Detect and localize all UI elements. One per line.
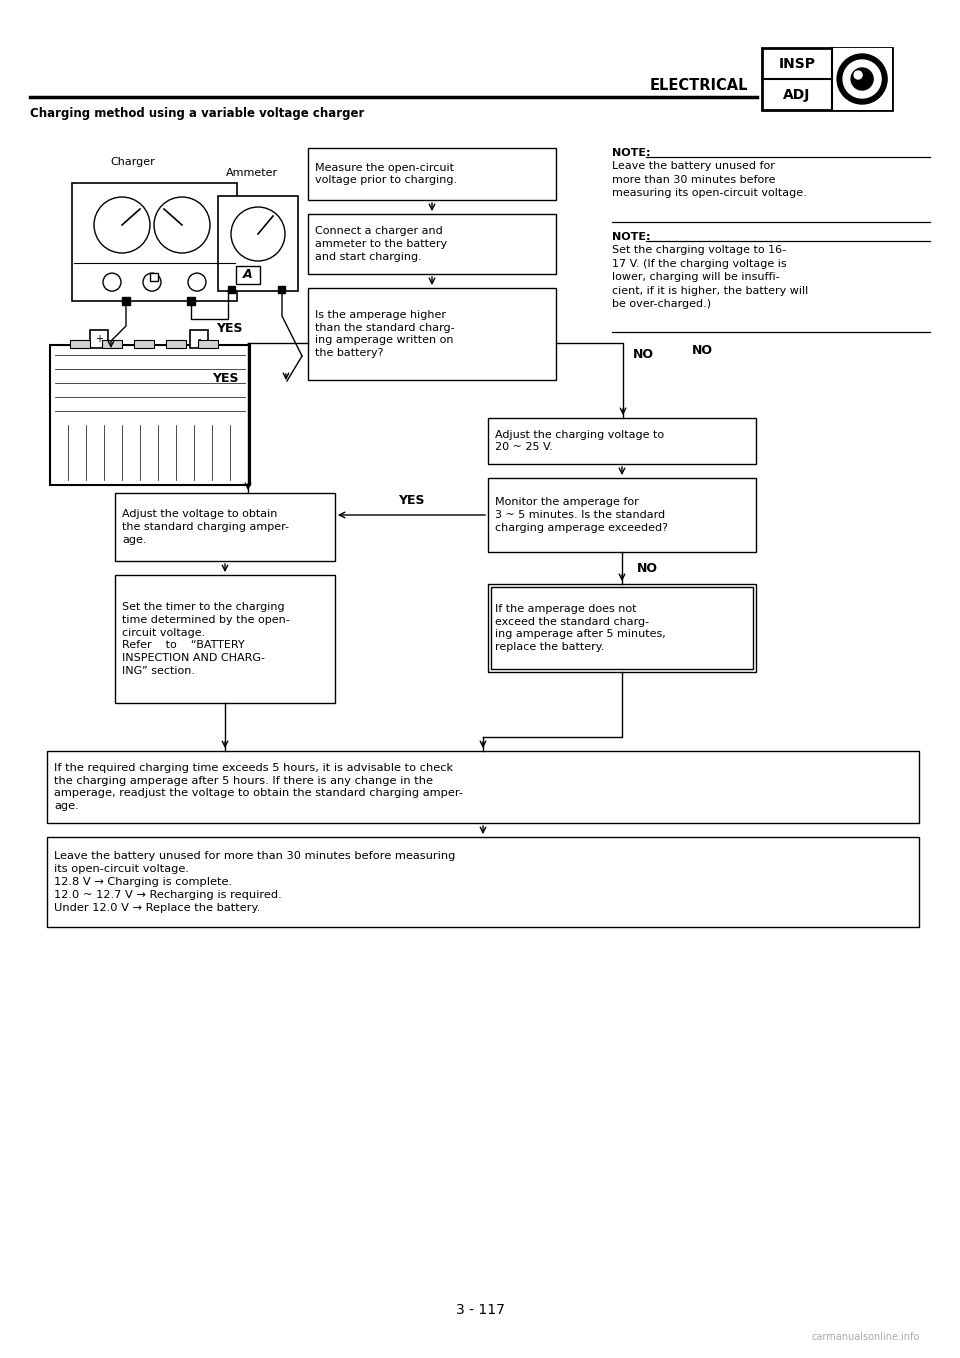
- Text: ADJ: ADJ: [783, 87, 811, 102]
- Text: Adjust the charging voltage to
20 ~ 25 V.: Adjust the charging voltage to 20 ~ 25 V…: [495, 429, 664, 452]
- Text: Is the amperage higher
than the standard charg-
ing amperage written on
the batt: Is the amperage higher than the standard…: [315, 310, 455, 359]
- Text: ELECTRICAL: ELECTRICAL: [650, 77, 748, 92]
- Bar: [47, 837, 919, 928]
- Bar: [762, 48, 892, 110]
- Text: NO: NO: [637, 561, 658, 574]
- Text: Charging method using a variable voltage charger: Charging method using a variable voltage…: [30, 107, 365, 120]
- Bar: [236, 266, 260, 284]
- Bar: [90, 330, 108, 348]
- Circle shape: [103, 273, 121, 291]
- Bar: [72, 183, 237, 301]
- Text: +: +: [95, 334, 103, 344]
- Circle shape: [843, 60, 881, 98]
- Bar: [308, 215, 556, 274]
- Text: -: -: [197, 334, 201, 344]
- Bar: [166, 340, 186, 348]
- Text: If the required charging time exceeds 5 hours, it is advisable to check
the char: If the required charging time exceeds 5 …: [54, 763, 463, 811]
- Circle shape: [837, 54, 887, 105]
- Text: NOTE:: NOTE:: [612, 148, 651, 158]
- Circle shape: [188, 273, 206, 291]
- Bar: [47, 751, 919, 823]
- Bar: [115, 493, 335, 561]
- Text: YES: YES: [217, 322, 243, 335]
- Circle shape: [94, 197, 150, 253]
- Circle shape: [154, 197, 210, 253]
- Text: NOTE:: NOTE:: [612, 232, 651, 242]
- Bar: [115, 574, 335, 703]
- Bar: [278, 287, 285, 293]
- Text: Adjust the voltage to obtain
the standard charging amper-
age.: Adjust the voltage to obtain the standar…: [122, 509, 289, 545]
- Text: YES: YES: [212, 372, 238, 384]
- Bar: [228, 287, 235, 293]
- Bar: [102, 340, 122, 348]
- Text: Leave the battery unused for more than 30 minutes before measuring
its open-circ: Leave the battery unused for more than 3…: [54, 851, 455, 913]
- Text: NO: NO: [633, 348, 654, 361]
- Text: Charger: Charger: [110, 158, 156, 167]
- Bar: [218, 196, 298, 291]
- Bar: [134, 340, 154, 348]
- Text: Monitor the amperage for
3 ~ 5 minutes. Is the standard
charging amperage exceed: Monitor the amperage for 3 ~ 5 minutes. …: [495, 497, 668, 532]
- Bar: [488, 418, 756, 464]
- Bar: [308, 288, 556, 380]
- Text: YES: YES: [398, 494, 424, 507]
- Circle shape: [852, 68, 873, 90]
- Circle shape: [854, 71, 862, 79]
- Circle shape: [143, 273, 161, 291]
- Bar: [491, 587, 753, 669]
- Bar: [187, 297, 195, 306]
- Circle shape: [231, 206, 285, 261]
- Text: A: A: [243, 269, 252, 281]
- Text: Connect a charger and
ammeter to the battery
and start charging.: Connect a charger and ammeter to the bat…: [315, 227, 447, 262]
- Text: NO: NO: [691, 344, 712, 357]
- Text: 3 - 117: 3 - 117: [456, 1302, 504, 1317]
- Bar: [150, 273, 158, 281]
- Text: carmanualsonline.info: carmanualsonline.info: [812, 1332, 920, 1342]
- Text: INSP: INSP: [779, 57, 816, 71]
- Text: Set the charging voltage to 16-
17 V. (If the charging voltage is
lower, chargin: Set the charging voltage to 16- 17 V. (I…: [612, 244, 808, 310]
- Bar: [122, 297, 130, 306]
- Text: If the amperage does not
exceed the standard charg-
ing amperage after 5 minutes: If the amperage does not exceed the stan…: [495, 604, 665, 652]
- Text: Set the timer to the charging
time determined by the open-
circuit voltage.
Refe: Set the timer to the charging time deter…: [122, 602, 290, 676]
- Bar: [488, 478, 756, 551]
- Text: Leave the battery unused for
more than 30 minutes before
measuring its open-circ: Leave the battery unused for more than 3…: [612, 162, 806, 198]
- Bar: [70, 340, 90, 348]
- Text: Ammeter: Ammeter: [226, 168, 278, 178]
- Bar: [50, 345, 250, 485]
- Text: Measure the open-circuit
voltage prior to charging.: Measure the open-circuit voltage prior t…: [315, 163, 457, 186]
- Bar: [190, 330, 208, 348]
- Bar: [832, 48, 892, 110]
- Bar: [488, 584, 756, 672]
- Bar: [308, 148, 556, 200]
- Bar: [198, 340, 218, 348]
